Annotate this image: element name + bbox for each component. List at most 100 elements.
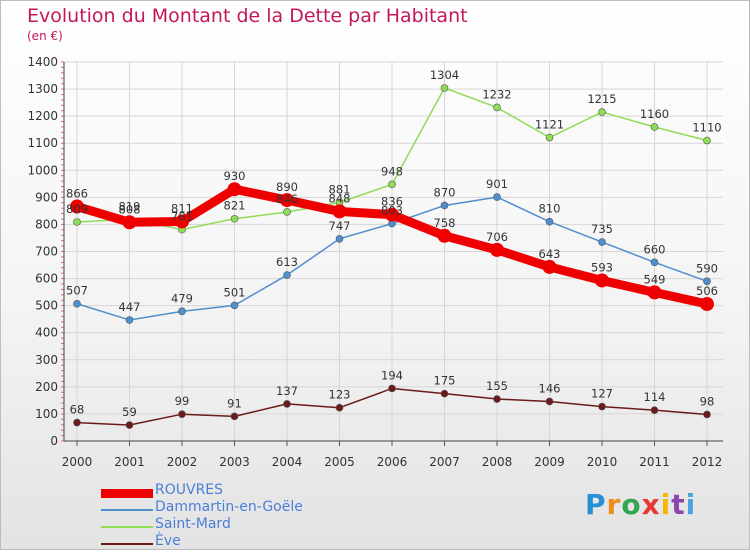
data-label: 590 xyxy=(696,261,718,275)
data-label: 821 xyxy=(224,199,246,213)
legend-label: Dammartin-en-Goële xyxy=(155,499,303,515)
data-point xyxy=(542,259,557,274)
data-label: 808 xyxy=(119,202,141,216)
brand-letter: x xyxy=(641,488,661,521)
data-label: 660 xyxy=(644,242,666,256)
data-point xyxy=(122,215,137,230)
x-tick-label: 2010 xyxy=(587,455,618,469)
data-label: 1215 xyxy=(587,92,616,106)
data-point xyxy=(493,395,501,403)
data-label: 479 xyxy=(171,291,193,305)
data-label: 735 xyxy=(591,222,613,236)
data-point xyxy=(283,208,291,216)
data-label: 901 xyxy=(486,177,508,191)
data-label: 1160 xyxy=(640,107,669,121)
data-label: 98 xyxy=(700,394,715,408)
data-label: 593 xyxy=(591,260,613,274)
y-tick-label: 0 xyxy=(50,434,58,448)
data-point xyxy=(598,108,606,116)
y-tick-label: 200 xyxy=(35,380,58,394)
data-point xyxy=(598,402,606,411)
data-label: 866 xyxy=(66,187,88,201)
x-tick-label: 2012 xyxy=(692,455,723,469)
data-point xyxy=(385,207,399,222)
data-label: 501 xyxy=(224,285,246,299)
data-point xyxy=(280,193,294,208)
data-label: 643 xyxy=(539,247,561,261)
data-label: 781 xyxy=(171,210,193,224)
data-point xyxy=(73,218,81,226)
data-point xyxy=(230,412,239,421)
legend-swatch xyxy=(101,543,153,545)
data-label: 758 xyxy=(434,216,456,230)
legend-label: Ève xyxy=(155,533,181,549)
data-point xyxy=(703,136,711,145)
data-label: 930 xyxy=(224,169,246,183)
data-label: 137 xyxy=(276,384,298,398)
data-label: 848 xyxy=(329,191,351,205)
legend-swatch xyxy=(101,488,153,498)
data-label: 1121 xyxy=(535,118,564,132)
data-label: 811 xyxy=(171,201,193,215)
data-label: 890 xyxy=(276,180,298,194)
y-tick-label: 400 xyxy=(35,326,58,340)
data-label: 59 xyxy=(122,405,137,419)
data-point xyxy=(440,84,449,92)
x-tick-label: 2003 xyxy=(219,455,250,469)
y-tick-label: 1100 xyxy=(27,136,58,150)
data-point xyxy=(490,242,504,257)
y-tick-label: 100 xyxy=(35,407,58,421)
x-tick-label: 2009 xyxy=(534,455,565,469)
data-point xyxy=(73,418,81,427)
data-label: 846 xyxy=(276,192,298,206)
data-label: 1110 xyxy=(692,121,721,135)
chart-unit: (en €) xyxy=(27,29,63,43)
data-point xyxy=(175,214,189,229)
data-label: 127 xyxy=(591,387,613,401)
x-tick-label: 2001 xyxy=(114,455,145,469)
x-tick-label: 2007 xyxy=(429,455,460,469)
data-point xyxy=(437,228,452,243)
data-point xyxy=(283,271,291,279)
x-tick-label: 2008 xyxy=(482,455,513,469)
data-label: 1232 xyxy=(482,87,511,101)
x-tick-label: 2011 xyxy=(639,455,670,469)
data-point xyxy=(598,238,606,246)
data-point xyxy=(545,133,554,142)
brand-letter: i xyxy=(660,488,672,521)
data-label: 1304 xyxy=(430,68,459,82)
data-point xyxy=(595,273,609,288)
data-label: 810 xyxy=(539,202,561,216)
x-tick-label: 2002 xyxy=(167,455,198,469)
data-point xyxy=(545,217,554,226)
y-tick-label: 1000 xyxy=(27,163,58,177)
legend-swatch xyxy=(101,526,153,528)
data-label: 948 xyxy=(381,164,403,178)
y-tick-label: 500 xyxy=(35,299,58,313)
data-label: 706 xyxy=(486,230,508,244)
y-tick-label: 1200 xyxy=(27,109,58,123)
data-point xyxy=(388,180,396,189)
data-point xyxy=(703,277,711,286)
data-label: 870 xyxy=(434,185,456,199)
data-point xyxy=(283,400,291,408)
data-point xyxy=(178,410,186,418)
x-tick-label: 2000 xyxy=(62,455,93,469)
brand-logo: Proxiti xyxy=(585,488,696,521)
x-tick-label: 2004 xyxy=(272,455,303,469)
data-label: 447 xyxy=(119,300,141,314)
data-point xyxy=(230,301,239,310)
data-point xyxy=(227,182,242,197)
data-point xyxy=(178,307,186,316)
data-point xyxy=(440,201,449,210)
data-label: 507 xyxy=(66,284,88,298)
data-label: 836 xyxy=(381,195,403,209)
data-point xyxy=(335,234,344,243)
legend-label: Saint-Mard xyxy=(155,516,231,532)
data-point xyxy=(493,103,501,112)
data-label: 91 xyxy=(227,396,242,410)
data-point xyxy=(73,299,81,308)
data-point xyxy=(493,193,501,201)
